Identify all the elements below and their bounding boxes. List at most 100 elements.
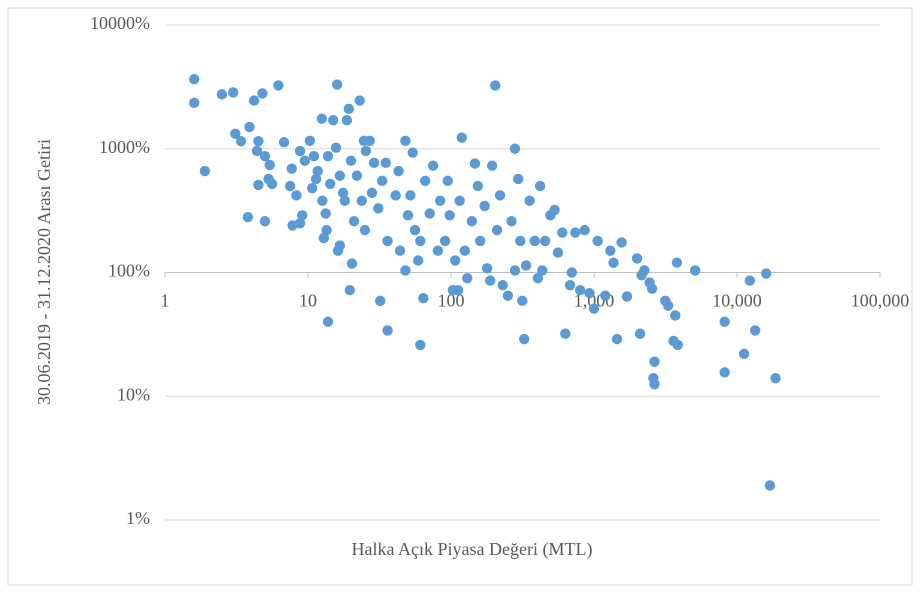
scatter-point	[259, 151, 271, 162]
scatter-point	[744, 275, 756, 286]
scatter-point	[359, 224, 371, 236]
scatter-point	[321, 224, 332, 236]
scatter-point	[616, 237, 627, 248]
scatter-point	[248, 95, 260, 106]
scatter-point	[356, 195, 368, 206]
scatter-point	[512, 173, 524, 185]
scatter-point	[466, 215, 478, 227]
scatter-point	[393, 165, 404, 177]
scatter-point	[278, 136, 290, 148]
x-tick-label: 1	[161, 291, 170, 311]
y-tick-label: 10000%	[90, 13, 150, 33]
scatter-point	[524, 195, 535, 206]
y-axis-label: 30.06.2019 - 31.12.2020 Arası Getiri	[34, 139, 54, 405]
scatter-point	[413, 255, 424, 266]
scatter-point	[439, 235, 451, 247]
scatter-point	[490, 80, 501, 91]
scatter-point	[330, 142, 342, 153]
scatter-point	[296, 210, 308, 221]
scatter-point	[351, 170, 363, 181]
scatter-point	[560, 328, 571, 339]
scatter-point	[592, 235, 603, 247]
scatter-point	[334, 170, 346, 181]
scatter-point	[454, 195, 465, 206]
x-tick-label: 10,000	[712, 291, 762, 311]
x-tick-label: 10	[299, 291, 317, 311]
scatter-point	[310, 173, 322, 185]
scatter-point	[188, 73, 200, 85]
scatter-point	[287, 220, 298, 231]
scatter-point	[424, 208, 435, 219]
scatter-point	[244, 121, 255, 133]
scatter-point	[427, 160, 439, 171]
scatter-point	[373, 203, 384, 214]
x-tick-label: 100,000	[851, 291, 910, 311]
scatter-point	[670, 310, 681, 321]
scatter-point	[649, 356, 660, 367]
scatter-point	[257, 88, 268, 99]
scatter-point	[400, 135, 411, 146]
scatter-point	[230, 128, 241, 140]
scatter-point	[520, 260, 532, 271]
scatter-point	[719, 367, 730, 378]
x-tick-label: 100	[438, 291, 465, 311]
scatter-point	[481, 263, 493, 274]
scatter-point	[382, 325, 393, 336]
scatter-point	[672, 339, 683, 351]
scatter-point	[432, 245, 444, 256]
scatter-point	[646, 283, 658, 294]
scatter-point	[579, 224, 590, 236]
scatter-point	[444, 210, 455, 221]
scatter-point	[509, 265, 521, 276]
y-tick-label: 1%	[126, 508, 150, 528]
scatter-point	[450, 255, 461, 266]
scatter-point	[485, 275, 496, 286]
scatter-point	[456, 132, 468, 143]
scatter-point	[770, 372, 781, 384]
scatter-point	[419, 175, 431, 187]
scatter-point	[497, 279, 508, 291]
scatter-point	[409, 224, 421, 236]
scatter-point	[518, 333, 530, 345]
scatter-point	[390, 190, 401, 201]
scatter-point	[307, 182, 318, 194]
scatter-point	[228, 87, 239, 98]
scatter-point	[364, 135, 375, 146]
scatter-point	[345, 155, 357, 166]
scatter-point	[316, 113, 328, 124]
scatter-point	[188, 97, 200, 109]
scatter-point	[621, 291, 633, 302]
scatter-point	[515, 235, 526, 247]
scatter-point	[491, 224, 503, 236]
scatter-point	[738, 348, 750, 360]
scatter-point	[517, 295, 528, 307]
scatter-point	[253, 136, 264, 147]
scatter-point	[332, 245, 344, 256]
scatter-point	[509, 143, 521, 154]
scatter-point	[320, 208, 331, 219]
scatter-point	[286, 163, 297, 174]
scatter-point	[611, 333, 623, 345]
x-axis-label: Halka Açık Piyasa Değeri (MTL)	[352, 539, 593, 560]
scatter-point	[662, 300, 674, 311]
scatter-point	[368, 157, 380, 168]
scatter-point	[459, 245, 471, 256]
scatter-point	[322, 151, 334, 162]
scatter-point	[294, 145, 306, 157]
scatter-point	[760, 268, 772, 279]
scatter-point	[764, 480, 776, 491]
scatter-point	[407, 147, 418, 158]
scatter-point	[442, 175, 454, 187]
scatter-point	[534, 180, 546, 192]
scatter-point	[242, 211, 254, 223]
scatter-point	[325, 178, 336, 190]
scatter-point	[354, 95, 365, 106]
scatter-point	[415, 339, 426, 351]
scatter-point	[402, 210, 414, 221]
scatter-point	[537, 265, 548, 276]
chart-frame	[7, 7, 913, 586]
scatter-point	[266, 178, 278, 190]
scatter-point	[375, 295, 386, 307]
scatter-point	[251, 145, 263, 157]
